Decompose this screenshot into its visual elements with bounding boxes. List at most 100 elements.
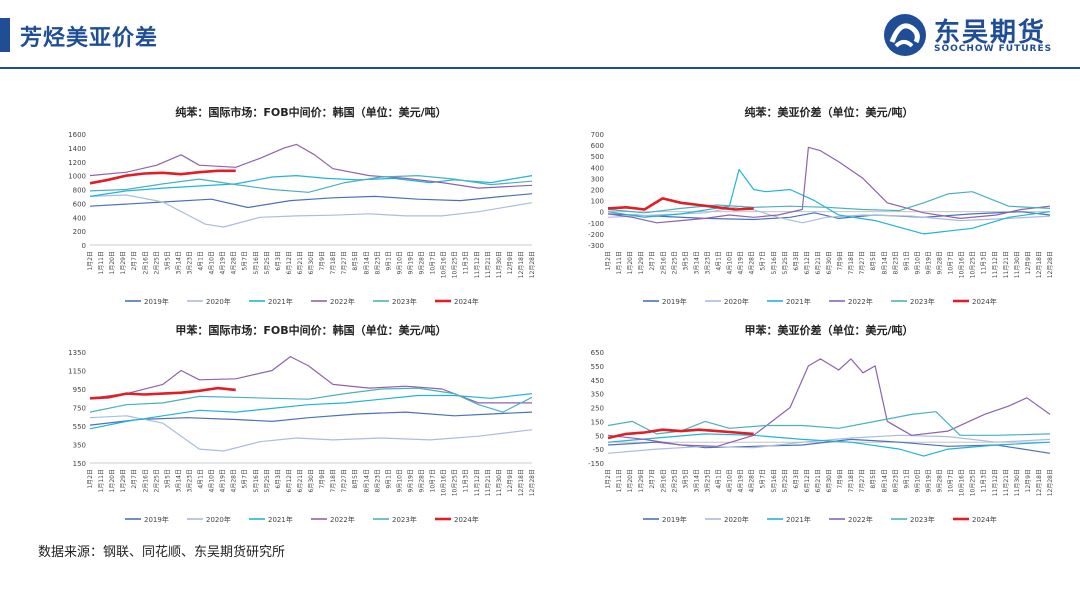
x-tick-label: 1月20日 <box>627 251 634 274</box>
x-tick-label: 8月14日 <box>363 469 370 492</box>
x-tick-label: 10月16日 <box>959 469 966 496</box>
x-tick-label: 12月18日 <box>518 251 525 278</box>
x-tick-label: 2月25日 <box>153 251 160 274</box>
x-tick-label: 12月9日 <box>507 251 514 274</box>
y-tick-label: 250 <box>591 405 604 413</box>
chart-svg: 甲苯：美亚价差（单位：美元/吨） 650 550 450 350 250 150 50 -50 -… <box>588 323 1054 524</box>
legend-label: 2021年 <box>268 297 293 306</box>
x-tick-label: 3月5日 <box>164 251 171 271</box>
y-tick-label: 200 <box>591 187 604 195</box>
legend-label: 2019年 <box>662 515 687 524</box>
y-tick-label: 400 <box>591 164 604 172</box>
x-tick-label: 11月21日 <box>1003 251 1010 278</box>
x-tick-label: 4月10日 <box>209 251 216 274</box>
chart-title: 纯苯：美亚价差（单位：美元/吨） <box>744 105 913 119</box>
series-line-2024年 <box>607 197 754 211</box>
x-tick-label: 11月3日 <box>981 469 988 492</box>
y-tick-label: 1150 <box>68 368 86 376</box>
y-tick-label: 350 <box>591 391 604 399</box>
x-tick-label: 6月12日 <box>804 469 811 492</box>
y-tick-label: -300 <box>588 242 604 250</box>
x-tick-label: 3月5日 <box>164 469 171 489</box>
x-tick-label: 8月23日 <box>374 251 381 274</box>
y-tick-label: 650 <box>591 349 604 357</box>
legend-label: 2023年 <box>910 297 935 306</box>
x-tick-label: 3月23日 <box>186 469 193 492</box>
chart-toluene-fob-korea: 甲苯：国际市场：FOB中间价：韩国（单位：美元/吨） 1350 1150 950 750… <box>20 318 550 533</box>
x-tick-label: 6月3日 <box>793 469 800 489</box>
x-tick-label: 6月30日 <box>826 469 833 492</box>
x-tick-label: 1月2日 <box>605 251 612 271</box>
x-tick-label: 1月11日 <box>616 251 623 274</box>
x-tick-label: 2月16日 <box>660 251 667 274</box>
x-tick-label: 5月25日 <box>782 469 789 492</box>
x-tick-label: 2月16日 <box>142 469 149 492</box>
legend-label: 2024年 <box>972 515 997 524</box>
logo-chinese-name: 东吴期货 <box>934 18 1047 48</box>
series-line-2021年 <box>89 174 533 197</box>
legend-label: 2020年 <box>724 515 749 524</box>
x-tick-label: 2月25日 <box>671 251 678 274</box>
header-accent-bar <box>0 18 10 52</box>
x-tick-label: 7月27日 <box>341 469 348 492</box>
x-tick-label: 5月16日 <box>771 469 778 492</box>
x-tick-label: 8月5日 <box>352 469 359 489</box>
x-tick-label: 4月1日 <box>716 251 723 271</box>
chart-svg: 甲苯：国际市场：FOB中间价：韩国（单位：美元/吨） 1350 1150 950 750… <box>68 323 536 524</box>
x-tick-label: 11月12日 <box>992 469 999 496</box>
x-tick-label: 7月18日 <box>330 469 337 492</box>
x-tick-label: 1月29日 <box>120 469 127 492</box>
x-tick-label: 1月20日 <box>627 469 634 492</box>
x-tick-label: 10月7日 <box>948 251 955 274</box>
series-line-2023年 <box>89 387 533 413</box>
x-tick-label: 7月9日 <box>319 251 326 271</box>
x-tick-label: 12月18日 <box>1036 251 1043 278</box>
legend-label: 2021年 <box>786 515 811 524</box>
y-tick-label: 800 <box>73 187 86 195</box>
legend-label: 2022年 <box>330 515 355 524</box>
x-tick-label: 12月9日 <box>1025 469 1032 492</box>
x-tick-label: 6月30日 <box>308 251 315 274</box>
chart-title: 纯苯：国际市场：FOB中间价：韩国（单位：美元/吨） <box>175 105 446 119</box>
x-tick-label: 5月7日 <box>242 251 249 271</box>
x-tick-label: 9月19日 <box>407 469 414 492</box>
x-tick-label: 2月16日 <box>660 469 667 492</box>
y-tick-label: 950 <box>73 386 86 394</box>
x-tick-label: 7月27日 <box>859 469 866 492</box>
x-tick-label: 9月1日 <box>385 469 392 489</box>
series-line-2020年 <box>607 205 1051 224</box>
series-line-2022年 <box>89 355 532 404</box>
legend-label: 2022年 <box>848 515 873 524</box>
x-tick-label: 1月29日 <box>638 251 645 274</box>
x-tick-label: 9月28日 <box>937 469 944 492</box>
x-tick-label: 2月7日 <box>131 251 138 271</box>
x-tick-label: 7月18日 <box>330 251 337 274</box>
legend-label: 2022年 <box>330 297 355 306</box>
x-tick-label: 6月21日 <box>297 469 304 492</box>
x-tick-label: 11月30日 <box>496 251 503 278</box>
x-tick-label: 1月29日 <box>638 469 645 492</box>
x-tick-label: 5月25日 <box>782 251 789 274</box>
x-tick-label: 6月12日 <box>286 251 293 274</box>
x-tick-label: 2月7日 <box>131 469 138 489</box>
x-tick-label: 4月1日 <box>716 469 723 489</box>
x-tick-label: 12月28日 <box>529 469 536 496</box>
chart-title: 甲苯：美亚价差（单位：美元/吨） <box>744 323 913 337</box>
y-tick-label: 1600 <box>68 131 86 139</box>
x-tick-label: 11月12日 <box>992 251 999 278</box>
chart-toluene-us-asia-spread: 甲苯：美亚价差（单位：美元/吨） 650 550 450 350 250 150 50 -50 -… <box>538 318 1068 533</box>
series-line-2020年 <box>607 434 1051 454</box>
legend-label: 2020年 <box>206 297 231 306</box>
x-tick-label: 1月11日 <box>98 251 105 274</box>
x-tick-label: 4月28日 <box>749 469 756 492</box>
x-tick-label: 6月3日 <box>275 251 282 271</box>
series-line-2019年 <box>89 193 533 209</box>
x-tick-label: 7月9日 <box>837 469 844 489</box>
x-tick-label: 7月18日 <box>848 469 855 492</box>
x-tick-label: 11月30日 <box>1014 251 1021 278</box>
logo-english-name: SOOCHOW FUTURES <box>934 44 1053 54</box>
x-tick-label: 12月18日 <box>518 469 525 496</box>
y-tick-label: 500 <box>591 153 604 161</box>
logo-mark-icon <box>884 14 926 56</box>
x-tick-label: 11月21日 <box>485 251 492 278</box>
